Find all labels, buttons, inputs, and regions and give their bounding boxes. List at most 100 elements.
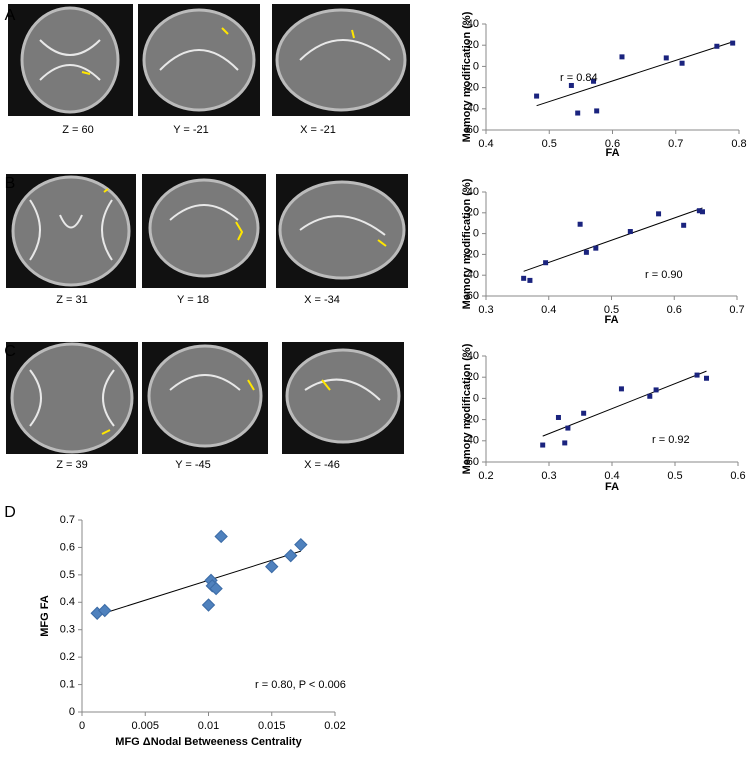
x-tick-label: 0.4: [604, 470, 619, 482]
slice-label: Z = 31: [56, 294, 88, 306]
point: [555, 414, 561, 420]
point: [294, 537, 308, 552]
y-tick-label: 0.7: [60, 514, 75, 526]
y-tick-label: -20: [463, 82, 479, 94]
point: [663, 55, 669, 61]
y-tick-label: 40: [467, 186, 479, 198]
slice-label: Y = 18: [177, 294, 209, 306]
point: [714, 43, 720, 49]
trend-line: [536, 41, 733, 107]
annotation: r = 0.90: [645, 269, 683, 281]
y-tick-label: 40: [467, 18, 479, 30]
point: [593, 245, 599, 251]
x-tick-label: 0.5: [667, 470, 682, 482]
point: [583, 249, 589, 255]
annotation: r = 0.92: [652, 434, 690, 446]
point: [284, 548, 298, 563]
x-tick-label: 0.005: [131, 720, 159, 732]
y-tick-label: -40: [463, 269, 479, 281]
slice-label: Z = 60: [62, 124, 94, 136]
point: [98, 603, 112, 618]
panel-label: B: [5, 175, 16, 192]
y-tick-label: 20: [467, 39, 479, 51]
point: [627, 229, 633, 235]
y-tick-label: -60: [463, 290, 479, 302]
point: [214, 529, 228, 544]
point: [679, 60, 685, 66]
point: [653, 387, 659, 393]
point: [591, 78, 597, 84]
x-tick-label: 0.015: [258, 720, 286, 732]
point: [696, 208, 702, 214]
y-tick-label: -60: [463, 456, 479, 468]
point: [594, 108, 600, 114]
x-tick-label: 0.7: [729, 304, 744, 316]
point: [201, 598, 216, 612]
point: [647, 393, 653, 399]
y-tick-label: -20: [463, 248, 479, 260]
x-tick-label: 0.2: [478, 470, 493, 482]
x-tick-label: 0.6: [605, 138, 620, 150]
point: [704, 375, 709, 381]
point: [534, 93, 540, 99]
x-tick-label: 0.5: [604, 304, 619, 316]
y-tick-label: -20: [463, 414, 479, 426]
y-tick-label: 0.3: [60, 624, 75, 636]
point: [568, 82, 574, 88]
y-tick-label: 0: [473, 228, 479, 240]
x-axis-label: FA: [605, 481, 619, 493]
y-tick-label: 0: [69, 706, 75, 718]
y-axis-label: Memory modification (%): [461, 178, 473, 309]
y-tick-label: 0: [473, 392, 479, 404]
point: [618, 386, 624, 392]
panel-label: C: [4, 343, 16, 360]
point: [209, 581, 223, 596]
slice-label: Y = -45: [175, 459, 211, 471]
point: [699, 209, 705, 215]
point: [543, 260, 549, 266]
y-tick-label: 20: [467, 207, 479, 219]
y-tick-label: 0.2: [60, 651, 75, 663]
slice-label: X = -46: [304, 459, 340, 471]
point: [562, 440, 568, 446]
point: [581, 410, 587, 416]
x-tick-label: 0.3: [541, 470, 556, 482]
x-tick-label: 0.6: [730, 470, 745, 482]
point: [577, 221, 583, 227]
slice-label: X = -21: [300, 124, 336, 136]
y-tick-label: -60: [463, 124, 479, 136]
panel-label: D: [4, 504, 16, 521]
y-axis-label: MFG FA: [39, 595, 51, 637]
y-tick-label: 0.4: [60, 596, 75, 608]
x-tick-label: 0.02: [324, 720, 345, 732]
point: [619, 54, 625, 60]
x-tick-label: 0.01: [198, 720, 219, 732]
y-tick-label: -40: [463, 435, 479, 447]
x-axis-label: MFG ΔNodal Betweeness Centrality: [115, 736, 302, 748]
y-tick-label: -40: [463, 103, 479, 115]
x-tick-label: 0: [79, 720, 85, 732]
annotation: r = 0.80, P < 0.006: [255, 679, 346, 691]
point: [521, 275, 527, 281]
trend-line: [523, 207, 703, 272]
slice-label: Z = 39: [56, 459, 88, 471]
point: [681, 222, 687, 228]
y-axis-label: Memory modification (%): [461, 343, 473, 474]
y-tick-label: 0.6: [60, 541, 75, 553]
x-axis-label: FA: [604, 314, 618, 326]
y-tick-label: 0.1: [60, 678, 75, 690]
point: [656, 211, 662, 217]
x-tick-label: 0.4: [541, 304, 556, 316]
point: [265, 559, 279, 574]
point: [694, 372, 700, 378]
point: [730, 40, 736, 46]
slice-label: Y = -21: [173, 124, 209, 136]
y-tick-label: 40: [467, 350, 479, 362]
point: [565, 425, 571, 431]
x-tick-label: 0.6: [667, 304, 682, 316]
y-tick-label: 20: [467, 371, 479, 383]
x-tick-label: 0.8: [731, 138, 746, 150]
x-tick-label: 0.3: [478, 304, 493, 316]
panel-label: A: [5, 7, 16, 24]
